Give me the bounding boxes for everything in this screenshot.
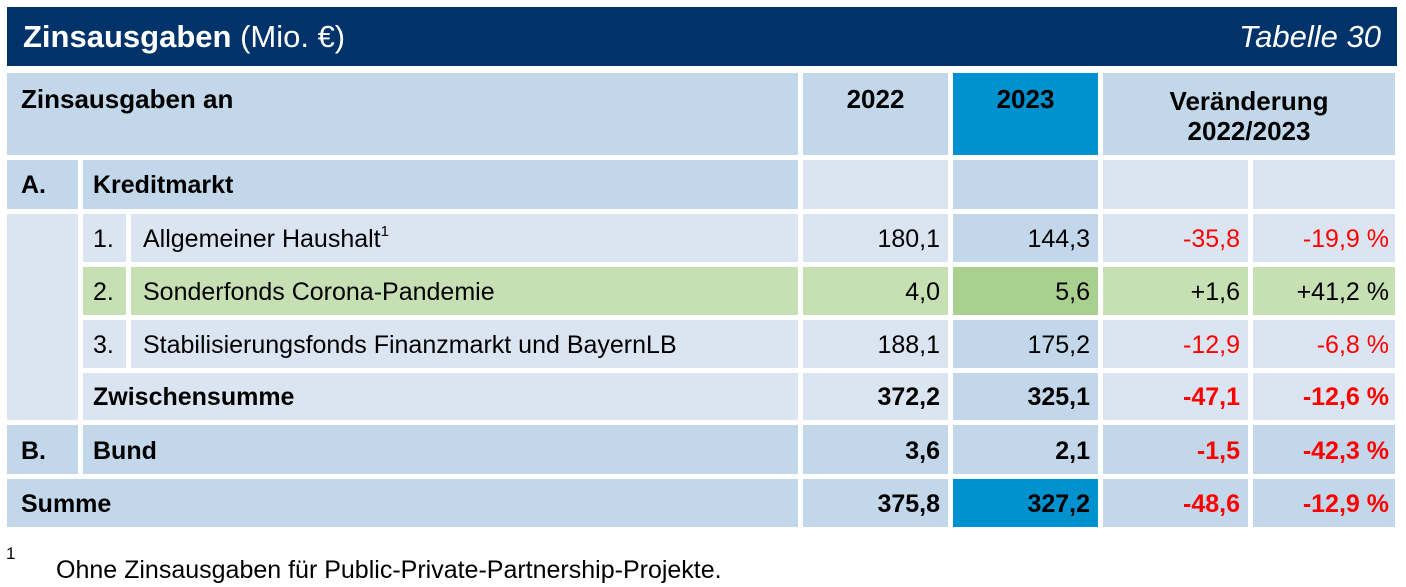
total-label: Summe bbox=[7, 479, 798, 527]
row-2-2023: 5,6 bbox=[953, 267, 1098, 315]
total-change-pct-text: -12,9 % bbox=[1302, 490, 1389, 518]
footnote-marker: 1 bbox=[380, 223, 389, 240]
subtotal-2022-text: 372,2 bbox=[877, 383, 940, 411]
header-2023: 2023 bbox=[953, 73, 1098, 155]
section-b-letter: B. bbox=[7, 425, 78, 474]
section-a-abs bbox=[1103, 160, 1248, 209]
total-change-abs: -48,6 bbox=[1103, 479, 1248, 527]
subtotal-change-abs-text: -47,1 bbox=[1183, 383, 1240, 411]
footnote-text: Ohne Zinsausgaben für Public-Private-Par… bbox=[56, 556, 722, 584]
row-1-2022: 180,1 bbox=[803, 214, 948, 262]
header-2022: 2022 bbox=[803, 73, 948, 155]
row-1-2023-text: 144,3 bbox=[1027, 225, 1090, 253]
row-2-number: 2. bbox=[83, 267, 126, 315]
section-a-2022 bbox=[803, 160, 948, 209]
total-2023-text: 327,2 bbox=[1027, 490, 1090, 518]
row-3-2022-text: 188,1 bbox=[877, 331, 940, 359]
section-b-letter-text: B. bbox=[21, 437, 46, 465]
row-2-change-abs: +1,6 bbox=[1103, 267, 1248, 315]
subtotal-label: Zwischensumme bbox=[83, 373, 798, 420]
header-label-text: Zinsausgaben an bbox=[21, 84, 234, 114]
section-b-2023: 2,1 bbox=[953, 425, 1098, 474]
row-2-2023-text: 5,6 bbox=[1055, 278, 1090, 306]
row-3-change-pct: -6,8 % bbox=[1253, 320, 1395, 368]
section-b-change-pct-text: -42,3 % bbox=[1302, 437, 1389, 465]
header-change-period: 2022/2023 bbox=[1187, 116, 1311, 146]
row-3-2022: 188,1 bbox=[803, 320, 948, 368]
subtotal-2023: 325,1 bbox=[953, 373, 1098, 420]
section-a-pct bbox=[1253, 160, 1395, 209]
table-number: Tabelle 30 bbox=[1239, 19, 1381, 54]
subtotal-2023-text: 325,1 bbox=[1027, 383, 1090, 411]
section-a-letter-text: A. bbox=[21, 171, 46, 199]
row-2-label-text: Sonderfonds Corona-Pandemie bbox=[143, 278, 495, 306]
section-b-label: Bund bbox=[83, 425, 798, 474]
section-b-2022-text: 3,6 bbox=[905, 437, 940, 465]
section-b-2022: 3,6 bbox=[803, 425, 948, 474]
subtotal-change-abs: -47,1 bbox=[1103, 373, 1248, 420]
header-2022-text: 2022 bbox=[846, 84, 905, 114]
row-1-2023: 144,3 bbox=[953, 214, 1098, 262]
row-1-number: 1. bbox=[83, 214, 126, 262]
section-b-2023-text: 2,1 bbox=[1055, 437, 1090, 465]
row-3-number-text: 3. bbox=[93, 331, 114, 359]
header-label: Zinsausgaben an bbox=[7, 73, 798, 155]
row-3-label: Stabilisierungsfonds Finanzmarkt und Bay… bbox=[131, 320, 798, 368]
row-2-2022-text: 4,0 bbox=[905, 278, 940, 306]
title-text: Zinsausgaben bbox=[23, 19, 232, 54]
row-2-label: Sonderfonds Corona-Pandemie bbox=[131, 267, 798, 315]
row-1-number-text: 1. bbox=[93, 225, 114, 253]
row-3-number: 3. bbox=[83, 320, 126, 368]
table-title-bar: Zinsausgaben (Mio. €) Tabelle 30 bbox=[7, 7, 1397, 66]
row-2-change-pct: +41,2 % bbox=[1253, 267, 1395, 315]
section-b-change-pct: -42,3 % bbox=[1253, 425, 1395, 474]
section-a-letter: A. bbox=[7, 160, 78, 209]
subtotal-change-pct: -12,6 % bbox=[1253, 373, 1395, 420]
section-a-2023 bbox=[953, 160, 1098, 209]
row-3-change-abs-text: -12,9 bbox=[1183, 331, 1240, 359]
row-1-change-abs: -35,8 bbox=[1103, 214, 1248, 262]
header-2023-text: 2023 bbox=[996, 84, 1055, 114]
header-change: Veränderung 2022/2023 bbox=[1103, 73, 1395, 155]
total-2022-text: 375,8 bbox=[877, 490, 940, 518]
section-b-change-abs-text: -1,5 bbox=[1196, 437, 1240, 465]
total-2023: 327,2 bbox=[953, 479, 1098, 527]
total-2022: 375,8 bbox=[803, 479, 948, 527]
row-3-label-text: Stabilisierungsfonds Finanzmarkt und Bay… bbox=[143, 331, 677, 359]
row-1-change-abs-text: -35,8 bbox=[1183, 225, 1240, 253]
row-2-number-text: 2. bbox=[93, 278, 114, 306]
subtotal-2022: 372,2 bbox=[803, 373, 948, 420]
section-b-label-text: Bund bbox=[93, 437, 157, 465]
row-1-change-pct-text: -19,9 % bbox=[1302, 225, 1389, 253]
row-3-2023-text: 175,2 bbox=[1027, 331, 1090, 359]
row-1-change-pct: -19,9 % bbox=[1253, 214, 1395, 262]
total-change-pct: -12,9 % bbox=[1253, 479, 1395, 527]
section-a-label-text: Kreditmarkt bbox=[93, 171, 234, 199]
section-a-indent bbox=[7, 214, 78, 420]
title-unit: (Mio. €) bbox=[240, 19, 346, 54]
row-3-change-pct-text: -6,8 % bbox=[1316, 331, 1389, 359]
section-a-label: Kreditmarkt bbox=[83, 160, 798, 209]
row-1-label: Allgemeiner Haushalt1 bbox=[131, 214, 798, 262]
subtotal-change-pct-text: -12,6 % bbox=[1302, 383, 1389, 411]
header-change-label: Veränderung bbox=[1169, 86, 1329, 116]
footnote-number: 1 bbox=[6, 544, 16, 563]
table-title: Zinsausgaben (Mio. €) bbox=[23, 19, 345, 55]
row-2-2022: 4,0 bbox=[803, 267, 948, 315]
row-2-change-pct-text: +41,2 % bbox=[1296, 278, 1389, 306]
row-3-2023: 175,2 bbox=[953, 320, 1098, 368]
total-label-text: Summe bbox=[21, 490, 112, 518]
row-2-change-abs-text: +1,6 bbox=[1190, 278, 1240, 306]
subtotal-label-text: Zwischensumme bbox=[93, 383, 295, 411]
section-b-change-abs: -1,5 bbox=[1103, 425, 1248, 474]
total-change-abs-text: -48,6 bbox=[1183, 490, 1240, 518]
row-1-2022-text: 180,1 bbox=[877, 225, 940, 253]
row-3-change-abs: -12,9 bbox=[1103, 320, 1248, 368]
row-1-label-text: Allgemeiner Haushalt bbox=[143, 225, 381, 253]
